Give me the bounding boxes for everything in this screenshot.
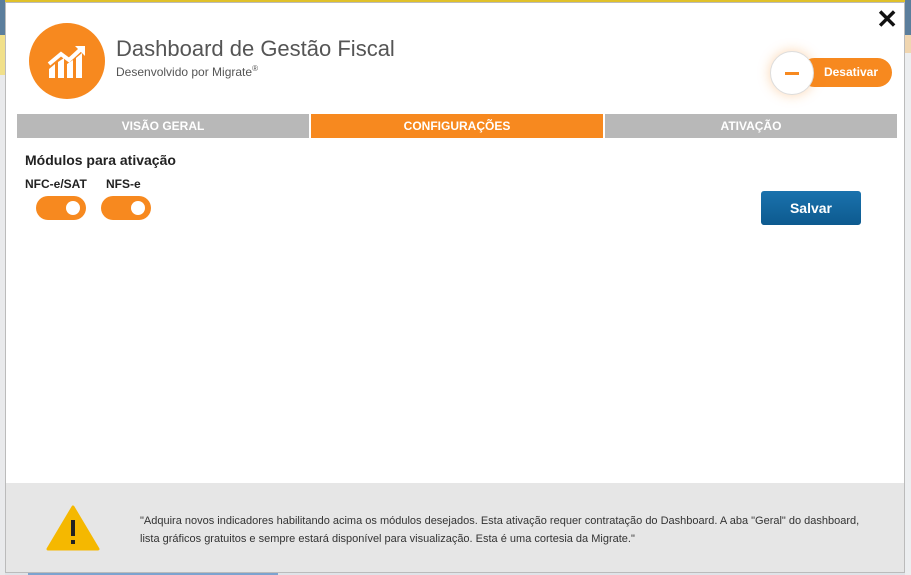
minus-icon <box>770 51 814 95</box>
subtitle-text: Desenvolvido por Migrate <box>116 65 253 79</box>
tab-ativacao[interactable]: ATIVAÇÃO <box>605 114 897 138</box>
modules-heading: Módulos para ativação <box>25 152 176 168</box>
close-icon[interactable]: ✕ <box>876 4 898 34</box>
module-label-nfce: NFC-e/SAT <box>25 177 87 191</box>
registered-mark: ® <box>252 64 258 73</box>
footer-message: "Adquira novos indicadores habilitando a… <box>140 515 860 545</box>
toggle-nfse[interactable] <box>101 196 151 220</box>
page-subtitle: Desenvolvido por Migrate® <box>116 64 258 79</box>
background-page-left <box>0 0 5 575</box>
deactivate-button[interactable]: Desativar <box>770 51 892 95</box>
dashboard-modal: ✕ Dashboard de Gestão Fiscal Desenvolvid… <box>5 2 905 573</box>
tab-bar: VISÃO GERAL CONFIGURAÇÕES ATIVAÇÃO <box>17 114 897 138</box>
tab-visao-geral[interactable]: VISÃO GERAL <box>17 114 309 138</box>
save-button[interactable]: Salvar <box>761 191 861 225</box>
page-title: Dashboard de Gestão Fiscal <box>116 36 395 61</box>
background-top-line <box>0 0 911 2</box>
toggle-nfce[interactable] <box>36 196 86 220</box>
warning-icon <box>46 505 100 556</box>
background-bottom-bar <box>28 572 278 575</box>
deactivate-label: Desativar <box>800 58 892 87</box>
tab-configuracoes[interactable]: CONFIGURAÇÕES <box>311 114 603 138</box>
info-footer: "Adquira novos indicadores habilitando a… <box>6 483 904 572</box>
module-label-nfse: NFS-e <box>106 177 141 191</box>
background-page-right <box>905 0 911 575</box>
chart-growth-icon <box>29 23 105 99</box>
